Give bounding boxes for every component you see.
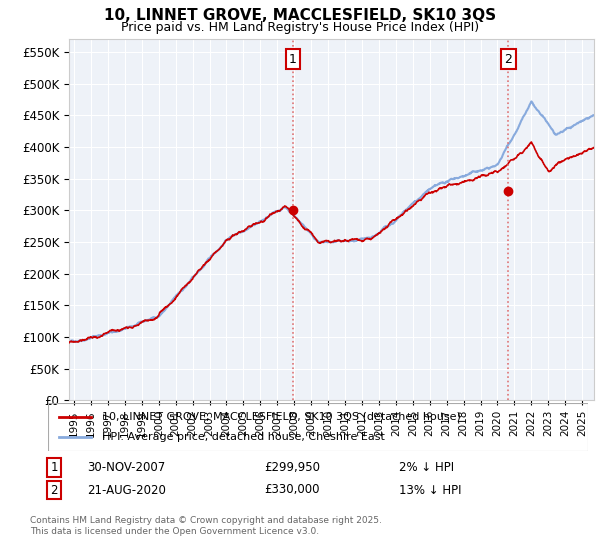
Text: Price paid vs. HM Land Registry's House Price Index (HPI): Price paid vs. HM Land Registry's House … xyxy=(121,21,479,34)
Text: 2: 2 xyxy=(50,483,58,497)
Text: £299,950: £299,950 xyxy=(264,461,320,474)
Text: 30-NOV-2007: 30-NOV-2007 xyxy=(87,461,165,474)
Text: 1: 1 xyxy=(50,461,58,474)
Text: 10, LINNET GROVE, MACCLESFIELD, SK10 3QS (detached house): 10, LINNET GROVE, MACCLESFIELD, SK10 3QS… xyxy=(102,412,461,422)
Text: 1: 1 xyxy=(289,53,297,66)
Text: £330,000: £330,000 xyxy=(264,483,320,497)
Text: 21-AUG-2020: 21-AUG-2020 xyxy=(87,483,166,497)
Text: Contains HM Land Registry data © Crown copyright and database right 2025.
This d: Contains HM Land Registry data © Crown c… xyxy=(30,516,382,536)
Text: 2: 2 xyxy=(505,53,512,66)
Text: 10, LINNET GROVE, MACCLESFIELD, SK10 3QS: 10, LINNET GROVE, MACCLESFIELD, SK10 3QS xyxy=(104,8,496,24)
Text: HPI: Average price, detached house, Cheshire East: HPI: Average price, detached house, Ches… xyxy=(102,432,385,442)
Text: 2% ↓ HPI: 2% ↓ HPI xyxy=(399,461,454,474)
Text: 13% ↓ HPI: 13% ↓ HPI xyxy=(399,483,461,497)
